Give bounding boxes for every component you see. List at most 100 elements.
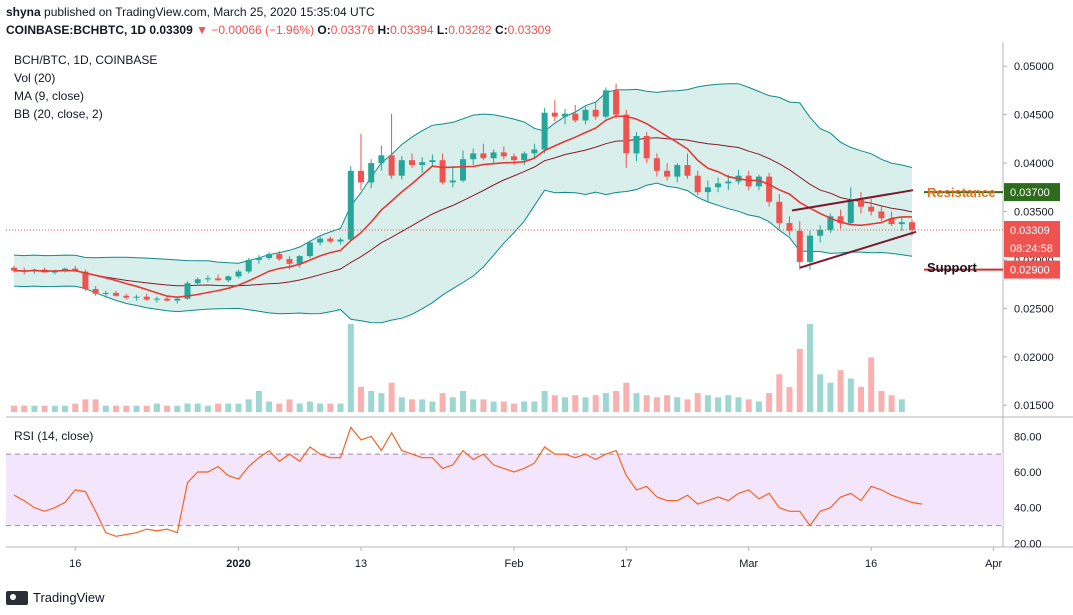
volume-bar	[113, 405, 119, 412]
candle-body	[276, 254, 283, 259]
symbol-name[interactable]: COINBASE:BCHBTC, 1D	[6, 23, 147, 37]
volume-bar	[153, 403, 160, 412]
candle-body	[62, 268, 68, 271]
candle-body	[266, 254, 273, 258]
volume-bar	[133, 405, 140, 412]
volume-bar	[786, 386, 793, 412]
volume-bar	[572, 395, 579, 412]
candle-body	[755, 176, 762, 187]
price-tick-label: 0.05000	[1014, 61, 1054, 73]
drawings[interactable]	[6, 189, 1003, 271]
candle-body	[511, 156, 517, 161]
rsi-band-fill	[6, 454, 1003, 526]
bb-lower-band	[13, 182, 913, 324]
volume-bar	[429, 401, 436, 412]
volume-bar	[643, 395, 650, 412]
candle-body	[868, 206, 875, 212]
time-tick-label: Apr	[985, 558, 1002, 570]
volume-bar	[755, 401, 762, 412]
volume-bar	[521, 401, 528, 412]
publish-text: published on TradingView.com, March 25, …	[44, 5, 375, 19]
candle-body	[419, 162, 426, 165]
brand-name: TradingView	[33, 590, 105, 605]
low-label: L:	[436, 23, 449, 37]
candle-body	[909, 222, 915, 230]
tradingview-logo-icon	[6, 590, 28, 605]
candle-body	[143, 296, 150, 300]
volume-bar	[235, 403, 242, 412]
volume-bars	[11, 324, 905, 412]
moving-average	[13, 115, 912, 299]
candle-body	[807, 235, 813, 262]
rsi-tick-label: 80.00	[1014, 431, 1042, 443]
last-price-readout: 0.03309	[149, 23, 193, 37]
candle-body	[470, 153, 477, 160]
last-price-badge-text: 0.03309	[1010, 225, 1050, 237]
candle-body	[480, 153, 487, 159]
rsi-pane[interactable]	[6, 426, 1003, 537]
candle-body	[337, 239, 344, 242]
candle-body	[490, 152, 497, 159]
legend: BCH/BTC, 1D, COINBASE Vol (20) MA (9, cl…	[14, 53, 157, 443]
price-chart[interactable]: 0.050000.045000.040000.035000.030000.025…	[0, 42, 1073, 588]
support-label: Support	[927, 260, 977, 275]
tradingview-logo[interactable]: TradingView	[6, 590, 105, 605]
volume-bar	[184, 403, 191, 412]
candle-body	[113, 292, 119, 296]
volume-bar	[633, 393, 640, 412]
volume-bar	[419, 399, 426, 412]
publisher-name[interactable]: shyna	[6, 5, 41, 19]
candle-body	[551, 112, 558, 117]
volume-bar	[51, 405, 58, 412]
time-tick-label: 2020	[226, 558, 250, 570]
volume-bar	[827, 382, 834, 412]
high-value: 0.03394	[390, 23, 434, 37]
volume-bar	[296, 403, 303, 412]
candle-body	[296, 256, 303, 264]
legend-bb: BB (20, close, 2)	[14, 107, 103, 121]
candle-body	[613, 90, 620, 115]
volume-bar	[449, 397, 456, 412]
candle-body	[715, 183, 722, 188]
candle-body	[694, 175, 701, 193]
volume-bar	[562, 397, 568, 412]
volume-bar	[368, 391, 375, 412]
change-arrow-icon: ▼	[196, 23, 208, 37]
candle-body	[776, 201, 783, 224]
candle-body	[409, 160, 415, 165]
volume-bar	[796, 349, 803, 412]
volume-bar	[613, 391, 620, 412]
high-label: H:	[377, 23, 391, 37]
volume-bar	[592, 395, 599, 412]
volume-bar	[204, 405, 211, 412]
rsi-tick-label: 60.00	[1014, 467, 1042, 479]
close-value: 0.03309	[507, 23, 552, 37]
volume-bar	[194, 403, 201, 412]
volume-bar	[31, 405, 38, 412]
legend-volume: Vol (20)	[14, 71, 55, 85]
candles[interactable]	[11, 83, 915, 304]
open-label: O:	[317, 23, 331, 37]
candle-body	[664, 170, 671, 177]
volume-bar	[807, 324, 813, 412]
candle-body	[358, 170, 364, 183]
candle-body	[133, 296, 140, 298]
volume-bar	[266, 401, 273, 412]
candle-body	[766, 176, 773, 202]
volume-bar	[398, 397, 405, 412]
candle-body	[184, 283, 191, 299]
volume-bar	[878, 391, 885, 412]
candle-body	[531, 149, 538, 154]
volume-bar	[551, 395, 558, 412]
resistance-price-badge-text: 0.03700	[1010, 187, 1050, 199]
time-tick-label: Mar	[739, 558, 758, 570]
candle-body	[92, 289, 99, 294]
volume-bar	[776, 374, 783, 412]
candle-body	[521, 153, 528, 161]
time-tick-label: 16	[69, 558, 81, 570]
bb-basis	[13, 137, 913, 287]
candle-body	[653, 158, 660, 171]
volume-bar	[306, 401, 313, 412]
candle-body	[102, 292, 109, 294]
candle-body	[378, 155, 385, 163]
